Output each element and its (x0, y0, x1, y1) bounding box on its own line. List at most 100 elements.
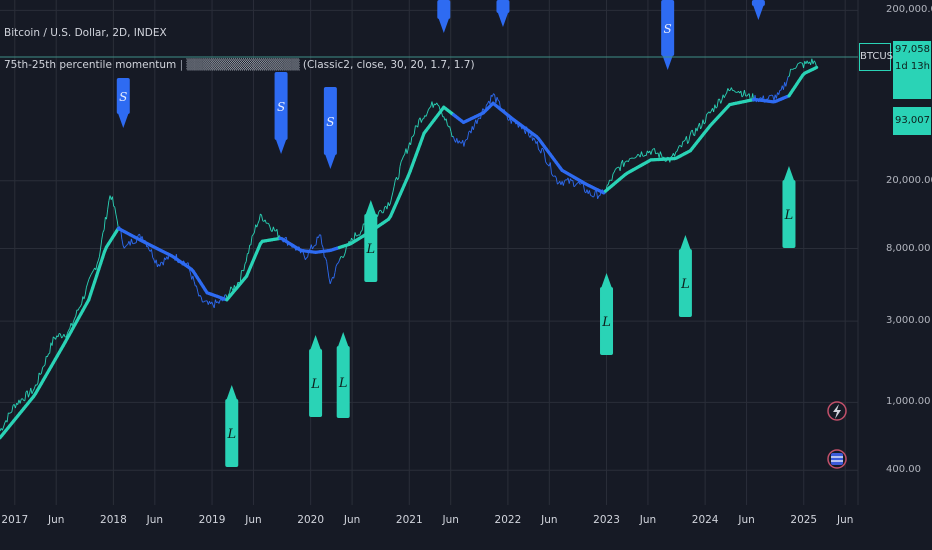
price-segment (245, 253, 248, 262)
price-segment (213, 299, 216, 308)
price-segment (494, 94, 497, 104)
signal-label: S (664, 22, 672, 36)
price-segment (588, 190, 591, 196)
flag-icon-stripes (831, 456, 843, 462)
price-segment (496, 97, 499, 101)
price-segment (190, 273, 193, 280)
price-segment (399, 161, 402, 167)
price-segment (553, 175, 556, 177)
signal-arrow (497, 13, 508, 27)
price-segment (591, 195, 594, 198)
price-segment (702, 119, 705, 125)
price-segment (43, 364, 46, 367)
price-segment (351, 237, 354, 241)
x-tick-label: Jun (343, 514, 361, 526)
signal-label: S (326, 115, 334, 129)
price-segment (688, 135, 691, 142)
price-segment (740, 90, 743, 98)
price-segment (593, 190, 596, 197)
price-segment (90, 272, 93, 275)
price-segment (230, 286, 233, 289)
long-signal-marker: L (600, 273, 614, 355)
price-segment (11, 405, 14, 412)
momentum-series (0, 65, 819, 440)
price-segment (582, 184, 586, 192)
price-segment (203, 300, 206, 303)
short-signal-marker: S (661, 0, 675, 70)
price-segment (74, 315, 77, 319)
price-segment (579, 183, 582, 185)
signal-arrow (680, 235, 691, 249)
grid (0, 0, 859, 505)
price-segment (129, 238, 132, 246)
price-segment (798, 62, 801, 64)
price-segment (257, 220, 260, 224)
price-segment (619, 162, 622, 171)
signal-label: S (119, 90, 127, 104)
price-segment (627, 158, 631, 162)
price-segment (675, 150, 678, 153)
x-tick-label: 2017 (1, 514, 29, 526)
price-segment (100, 239, 103, 249)
price-segment (188, 269, 191, 274)
signal-body (225, 399, 239, 467)
price-segment (330, 277, 333, 281)
price-segment (243, 263, 246, 272)
price-segment (637, 153, 640, 156)
price-segment (214, 299, 217, 303)
price-segment (446, 124, 449, 128)
signal-body (274, 72, 288, 140)
price-segment (114, 207, 117, 215)
price-segment (141, 236, 144, 241)
price-segment (410, 136, 413, 145)
price-segment (68, 328, 71, 331)
signal-body (364, 214, 378, 282)
price-segment (304, 257, 307, 261)
price-segment (155, 259, 158, 267)
price-segment (306, 256, 308, 259)
price-segment (360, 230, 363, 232)
price-segment (272, 226, 275, 231)
price-segment (597, 195, 600, 200)
momentum-segment (813, 65, 819, 71)
price-segment (328, 278, 331, 284)
price-segment (767, 95, 770, 100)
long-signal-marker: L (225, 385, 239, 467)
x-tick-label: Jun (146, 514, 164, 526)
price-segment (576, 182, 578, 185)
price-segment (726, 88, 729, 94)
price-segment (607, 180, 610, 185)
lightning-icon-bolt (833, 404, 841, 419)
indicator-legend[interactable]: 75th-25th percentile momentum | ▒▒▒▒▒▒▒▒… (4, 59, 475, 71)
signal-label: L (601, 315, 611, 330)
signal-label: S (277, 100, 285, 114)
last-price-tag: 97,058.96 1d 13h (893, 41, 932, 99)
symbol-title[interactable]: Bitcoin / U.S. Dollar, 2D, INDEX (4, 27, 167, 39)
price-segment (80, 303, 83, 307)
price-segment (37, 372, 40, 384)
x-tick-label: Jun (639, 514, 657, 526)
price-segment (22, 398, 25, 401)
price-segment (211, 301, 214, 306)
price-segment (329, 280, 332, 284)
price-segment (541, 147, 544, 150)
price-segment (386, 202, 389, 210)
signal-arrow (118, 114, 129, 128)
price-segment (445, 118, 448, 125)
price-segment (552, 175, 555, 177)
price-segment (361, 223, 364, 231)
price-segment (334, 265, 337, 273)
price-segment (701, 119, 704, 127)
price-segment (406, 148, 409, 154)
price-segment (725, 92, 728, 96)
price-segment (694, 127, 697, 136)
price-segment (315, 236, 318, 246)
price-segment (470, 126, 473, 134)
price-segment (691, 129, 694, 136)
price-segment (152, 257, 155, 260)
price-segment (89, 274, 92, 278)
price-segment (269, 226, 272, 231)
x-tick-label: Jun (245, 514, 262, 526)
price-segment (72, 318, 75, 322)
